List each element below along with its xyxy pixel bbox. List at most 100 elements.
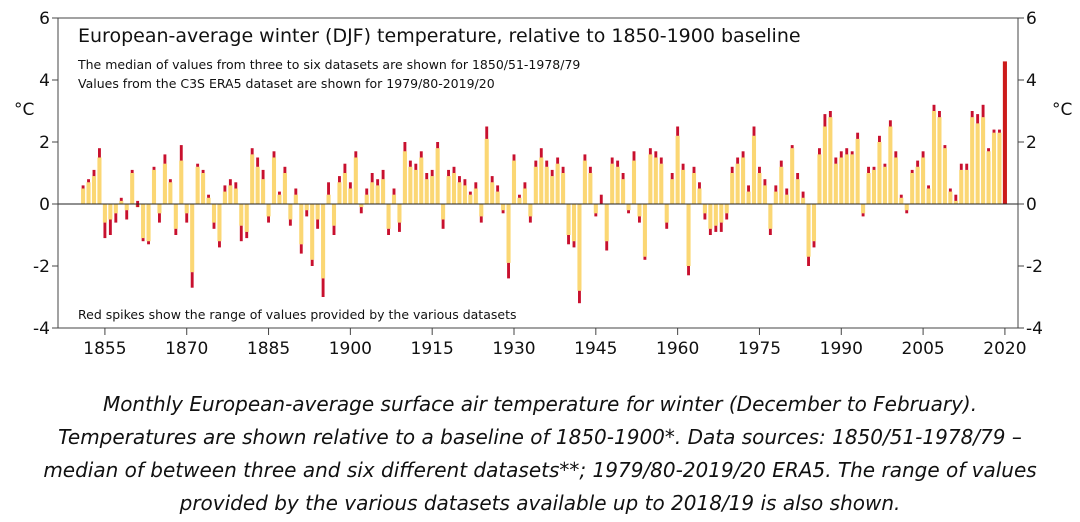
bar <box>533 166 538 204</box>
bar <box>686 204 691 266</box>
range-spike <box>998 129 1001 133</box>
range-spike <box>676 126 680 136</box>
bar <box>544 166 549 204</box>
range-spike <box>965 163 969 170</box>
bar <box>244 204 249 232</box>
range-spike <box>245 231 249 239</box>
range-spike <box>496 185 500 192</box>
bar <box>801 197 806 204</box>
range-spike <box>539 148 543 158</box>
range-spike <box>970 111 974 118</box>
range-spike <box>239 225 243 242</box>
bar <box>550 176 555 204</box>
x-tick-label: 2020 <box>983 339 1026 359</box>
x-tick-label: 1885 <box>247 339 290 359</box>
annotation: Red spikes show the range of values prov… <box>78 307 517 322</box>
bar <box>953 200 958 204</box>
bar <box>331 204 337 226</box>
range-spike <box>272 151 276 158</box>
range-spike <box>883 163 887 167</box>
range-spike <box>310 259 314 266</box>
bar <box>173 204 178 229</box>
range-spike <box>392 188 396 195</box>
bar <box>255 166 260 204</box>
range-spike <box>698 182 701 189</box>
bar <box>119 200 124 204</box>
range-spike <box>556 157 560 164</box>
range-spike <box>381 169 385 180</box>
range-spike <box>103 222 107 239</box>
bar <box>124 204 129 211</box>
range-spike <box>561 166 565 173</box>
caption: median of between three and six differen… <box>43 458 1037 482</box>
bar <box>981 117 986 204</box>
range-spike <box>976 114 980 124</box>
chart: European-average winter (DJF) temperatur… <box>14 9 1072 359</box>
bar <box>162 163 167 204</box>
range-spike <box>207 194 210 198</box>
range-spike <box>512 154 516 161</box>
y-tick-label: -2 <box>1026 257 1043 277</box>
bar <box>784 194 789 204</box>
range-spike <box>768 228 772 235</box>
bar <box>708 204 713 229</box>
bar <box>724 204 729 214</box>
range-spike <box>130 169 134 173</box>
bar <box>517 197 522 204</box>
x-tick-label: 1990 <box>820 339 863 359</box>
range-spike <box>796 173 800 180</box>
y-tick-label: -4 <box>33 319 50 339</box>
bar <box>893 157 898 204</box>
bar <box>691 173 697 204</box>
bar <box>681 169 686 204</box>
x-tick-label: 1900 <box>329 339 372 359</box>
range-spike <box>714 225 718 232</box>
bar <box>588 173 593 204</box>
bar <box>97 157 102 204</box>
bar <box>926 188 931 204</box>
bar <box>877 142 882 204</box>
range-spike <box>659 157 663 164</box>
x-tick-label: 2005 <box>901 339 944 359</box>
range-spike <box>916 160 920 167</box>
range-spike <box>299 244 303 254</box>
x-tick-label: 1975 <box>738 339 781 359</box>
range-spike <box>223 185 227 192</box>
range-spike <box>736 157 740 164</box>
range-spike <box>839 151 843 158</box>
bar <box>522 188 527 204</box>
bar <box>528 204 533 217</box>
bar <box>850 154 855 204</box>
bar <box>746 191 751 204</box>
range-spike <box>147 241 150 245</box>
bar <box>811 204 817 242</box>
bar <box>375 185 380 204</box>
bar <box>741 157 746 204</box>
bar <box>539 157 544 204</box>
bar <box>833 163 838 204</box>
range-spike <box>528 216 532 223</box>
subtitle: The median of values from three to six d… <box>77 57 580 72</box>
bar <box>899 197 904 204</box>
bar <box>773 191 778 204</box>
bar <box>108 204 113 220</box>
bar <box>299 204 304 245</box>
range-spike <box>861 213 865 217</box>
range-spike <box>212 222 216 229</box>
bar <box>266 204 271 217</box>
range-spike <box>398 222 401 232</box>
bar <box>462 185 467 204</box>
range-spike <box>261 169 265 180</box>
range-spike <box>845 148 849 155</box>
range-spike <box>174 228 178 235</box>
range-spike <box>790 145 794 149</box>
range-spike <box>288 219 292 226</box>
range-spike <box>283 166 287 173</box>
bar <box>342 173 347 204</box>
bar <box>751 135 757 204</box>
bar <box>675 135 680 204</box>
range-spike <box>436 142 440 149</box>
bar <box>566 204 571 235</box>
bar <box>102 204 107 223</box>
range-spike <box>856 132 860 139</box>
